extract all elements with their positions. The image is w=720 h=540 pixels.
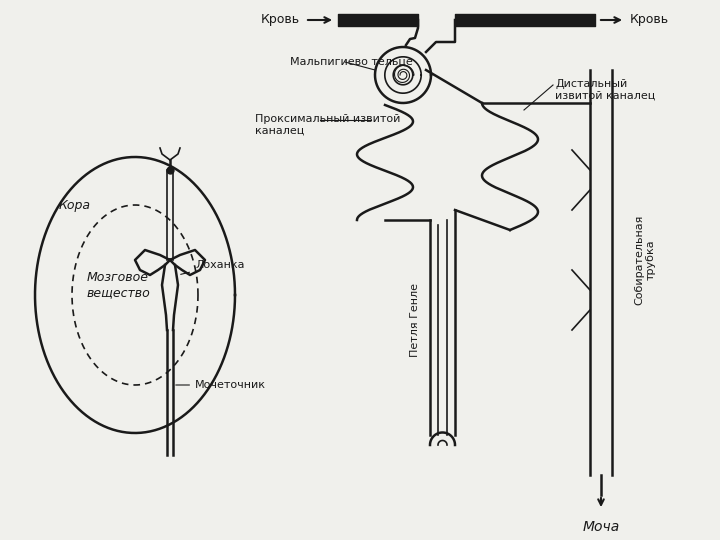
Text: Кровь: Кровь bbox=[630, 14, 669, 26]
Text: Собирательная
трубка: Собирательная трубка bbox=[634, 215, 656, 305]
Text: Кровь: Кровь bbox=[261, 14, 300, 26]
Text: Мальпигиево тельце: Мальпигиево тельце bbox=[290, 57, 413, 67]
Text: Мозговое
вещество: Мозговое вещество bbox=[86, 271, 150, 299]
Text: Лоханка: Лоханка bbox=[181, 260, 245, 274]
Text: Дистальный
извитой каналец: Дистальный извитой каналец bbox=[555, 79, 655, 101]
Text: Проксимальный извитой
каналец: Проксимальный извитой каналец bbox=[255, 114, 400, 136]
Text: Мочеточник: Мочеточник bbox=[176, 380, 266, 390]
Text: Моча: Моча bbox=[582, 520, 620, 534]
Text: Петля Генле: Петля Генле bbox=[410, 283, 420, 357]
Text: Кора: Кора bbox=[59, 199, 91, 212]
